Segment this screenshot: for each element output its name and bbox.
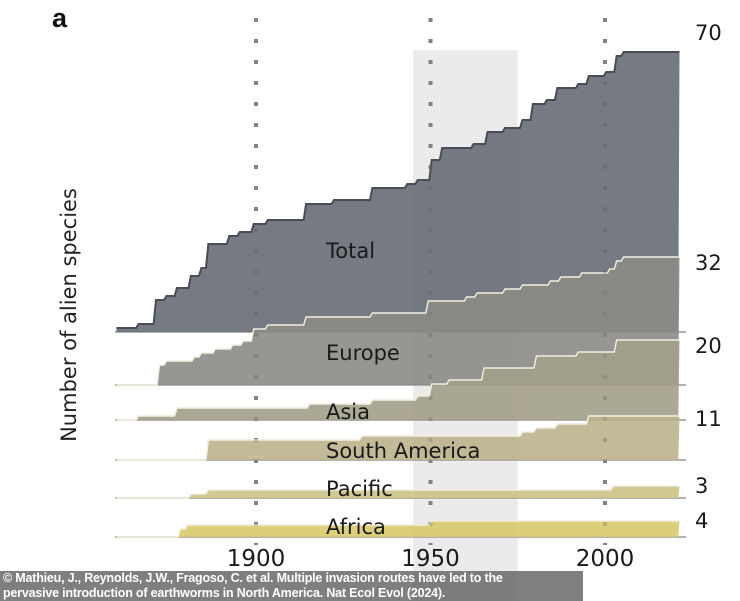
end-value-label-europe: 32 [695, 251, 722, 275]
x-tick-label-1900: 1900 [227, 546, 286, 572]
grid-overlay [254, 18, 607, 545]
line-asia [116, 339, 680, 421]
line-africa [116, 520, 680, 538]
x-tick-label-2000: 2000 [576, 546, 635, 572]
line-south-america [116, 415, 680, 461]
end-value-label-asia: 20 [695, 334, 722, 358]
area-europe [116, 257, 680, 385]
series-label-south-america: South America [326, 439, 480, 463]
area-pacific [116, 486, 680, 498]
caption-line-1: © Mathieu, J., Reynolds, J.W., Fragoso, … [3, 571, 503, 585]
x-tick-labels: 1900 1950 2000 [227, 546, 635, 572]
series-label-asia: Asia [326, 400, 370, 424]
line-total [116, 51, 680, 329]
panel-label: a [52, 3, 68, 33]
area-south-america [116, 416, 680, 460]
caption-line-2: pervasive introduction of earthworms in … [3, 586, 446, 600]
area-asia [116, 340, 680, 420]
end-value-label-total: 70 [695, 21, 722, 45]
area-africa [116, 521, 680, 537]
series-label-africa: Africa [326, 515, 386, 539]
end-value-label-pacific: 3 [695, 474, 708, 498]
x-tick-label-1950: 1950 [401, 546, 460, 572]
line-pacific [116, 485, 680, 499]
end-value-label-south-america: 11 [695, 407, 722, 431]
area-total [116, 52, 680, 332]
line-europe [116, 256, 680, 386]
ridges [115, 51, 686, 538]
series-label-pacific: Pacific [326, 477, 393, 501]
image-credit-caption: © Mathieu, J., Reynolds, J.W., Fragoso, … [0, 571, 583, 601]
series-labels: Total 70 Europe 32 Asia 20 South America 11 Paci… [325, 21, 722, 539]
end-value-label-africa: 4 [695, 509, 708, 533]
y-axis-label: Number of alien species [57, 188, 81, 442]
series-label-europe: Europe [326, 341, 400, 365]
series-label-total: Total [325, 239, 375, 263]
